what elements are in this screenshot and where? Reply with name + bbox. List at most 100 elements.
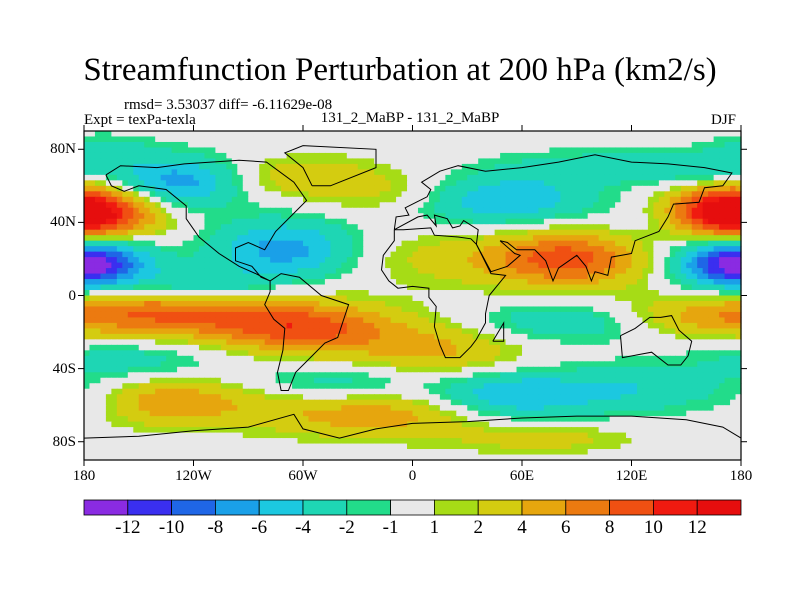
field-cell bbox=[237, 251, 244, 258]
field-cell bbox=[467, 333, 474, 340]
field-cell bbox=[292, 240, 299, 247]
field-cell bbox=[385, 311, 392, 319]
field-cell bbox=[379, 158, 386, 165]
field-cell bbox=[226, 174, 233, 181]
field-cell bbox=[286, 311, 293, 319]
field-cell bbox=[576, 350, 583, 357]
field-cell bbox=[144, 131, 151, 138]
field-cell bbox=[680, 213, 687, 220]
field-cell bbox=[538, 246, 545, 253]
field-cell bbox=[407, 235, 414, 242]
field-cell bbox=[511, 328, 518, 335]
field-cell bbox=[505, 169, 512, 176]
field-cell bbox=[554, 279, 561, 286]
field-cell bbox=[379, 174, 386, 181]
field-cell bbox=[461, 268, 468, 275]
field-cell bbox=[647, 180, 654, 187]
field-cell bbox=[171, 202, 178, 209]
field-cell bbox=[253, 322, 260, 329]
field-cell bbox=[511, 207, 518, 214]
field-cell bbox=[264, 290, 271, 297]
field-cell bbox=[385, 328, 392, 335]
field-cell bbox=[292, 131, 299, 138]
field-cell bbox=[478, 218, 485, 225]
field-cell bbox=[111, 180, 118, 187]
field-cell bbox=[363, 180, 370, 187]
field-cell bbox=[500, 300, 507, 308]
field-cell bbox=[412, 306, 419, 313]
field-cell bbox=[489, 202, 496, 209]
field-cell bbox=[445, 169, 452, 176]
field-cell bbox=[286, 174, 293, 181]
field-cell bbox=[155, 322, 162, 329]
field-cell bbox=[604, 322, 611, 329]
field-cell bbox=[133, 213, 140, 220]
field-cell bbox=[691, 218, 698, 225]
field-cell bbox=[231, 180, 238, 187]
field-cell bbox=[702, 333, 709, 340]
field-cell bbox=[264, 196, 271, 203]
field-cell bbox=[472, 169, 479, 176]
field-cell bbox=[554, 262, 561, 269]
field-cell bbox=[198, 344, 206, 351]
field-cell bbox=[248, 147, 255, 154]
field-cell bbox=[636, 180, 644, 187]
field-cell bbox=[450, 136, 457, 143]
field-cell bbox=[511, 268, 518, 275]
field-cell bbox=[105, 240, 112, 247]
field-cell bbox=[292, 246, 299, 253]
field-cell bbox=[111, 290, 118, 297]
field-cell bbox=[407, 295, 414, 302]
field-cell bbox=[385, 317, 392, 324]
field-cell bbox=[313, 240, 321, 247]
field-cell bbox=[248, 268, 255, 275]
field-cell bbox=[313, 213, 321, 220]
field-cell bbox=[303, 163, 310, 170]
field-cell bbox=[166, 207, 173, 214]
field-cell bbox=[423, 136, 430, 143]
field-cell bbox=[275, 344, 282, 351]
field-cell bbox=[675, 251, 682, 258]
field-cell bbox=[412, 300, 419, 308]
field-cell bbox=[445, 147, 452, 154]
field-cell bbox=[100, 152, 107, 160]
field-cell bbox=[719, 158, 726, 165]
field-cell bbox=[401, 136, 408, 143]
field-cell bbox=[248, 246, 255, 253]
field-cell bbox=[204, 311, 211, 319]
field-cell bbox=[116, 284, 123, 291]
field-cell bbox=[231, 284, 238, 291]
field-cell bbox=[231, 169, 238, 176]
field-cell bbox=[188, 174, 195, 181]
field-cell bbox=[149, 169, 156, 176]
field-cell bbox=[647, 136, 654, 143]
field-cell bbox=[505, 136, 512, 143]
field-cell bbox=[478, 300, 485, 308]
field-cell bbox=[122, 322, 129, 329]
field-cell bbox=[719, 141, 726, 149]
field-cell bbox=[713, 213, 720, 220]
field-cell bbox=[324, 333, 331, 340]
field-cell bbox=[297, 344, 304, 351]
field-cell bbox=[549, 207, 556, 214]
field-cell bbox=[319, 213, 326, 220]
field-cell bbox=[313, 246, 321, 253]
field-cell bbox=[609, 333, 616, 340]
field-cell bbox=[215, 328, 222, 335]
field-cell bbox=[149, 339, 156, 346]
field-cell bbox=[697, 202, 704, 209]
field-cell bbox=[166, 218, 173, 225]
field-cell bbox=[489, 279, 496, 286]
field-cell bbox=[297, 174, 304, 181]
field-cell bbox=[89, 290, 96, 297]
field-cell bbox=[598, 317, 605, 324]
field-cell bbox=[587, 262, 594, 269]
field-cell bbox=[467, 350, 474, 357]
field-cell bbox=[505, 246, 512, 253]
field-cell bbox=[675, 213, 682, 220]
field-cell bbox=[565, 163, 572, 170]
field-cell bbox=[248, 191, 255, 198]
field-cell bbox=[94, 251, 102, 258]
field-cell bbox=[182, 196, 189, 203]
field-cell bbox=[472, 290, 479, 297]
